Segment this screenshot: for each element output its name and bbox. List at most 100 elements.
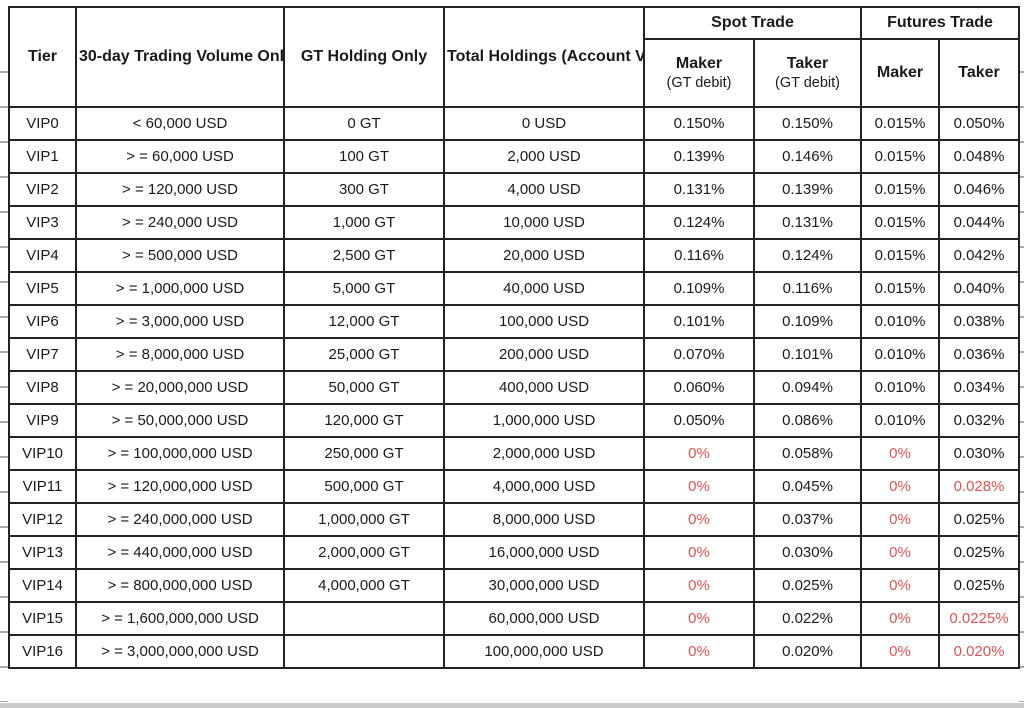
volume-cell: > = 440,000,000 USD bbox=[75, 535, 285, 570]
futures-taker-cell: 0.050% bbox=[938, 106, 1020, 141]
futures-maker-cell: 0% bbox=[860, 601, 940, 636]
spot-taker-cell: 0.020% bbox=[753, 634, 862, 669]
tier-cell: VIP4 bbox=[8, 238, 77, 273]
spot-taker-cell: 0.086% bbox=[753, 403, 862, 438]
spot-maker-sublabel: (GT debit) bbox=[666, 75, 732, 92]
futures-taker-cell: 0.040% bbox=[938, 271, 1020, 306]
spot-taker-sublabel: (GT debit) bbox=[774, 75, 840, 92]
futures-taker-cell: 0.025% bbox=[938, 535, 1020, 570]
total-holdings-cell: 20,000 USD bbox=[443, 238, 645, 273]
fee-table-body: VIP0 < 60,000 USD 0 GT 0 USD 0.150% 0.15… bbox=[8, 106, 1020, 669]
spot-maker-cell: 0% bbox=[643, 469, 755, 504]
group-header-spot-trade: Spot Trade bbox=[643, 6, 862, 40]
gt-holding-cell: 12,000 GT bbox=[283, 304, 445, 339]
gt-holding-cell: 300 GT bbox=[283, 172, 445, 207]
vip-fee-table: Tier 30-day Trading Volume Only GT Holdi… bbox=[8, 6, 1020, 669]
total-holdings-cell: 400,000 USD bbox=[443, 370, 645, 405]
spot-maker-cell: 0.131% bbox=[643, 172, 755, 207]
futures-maker-cell: 0.010% bbox=[860, 403, 940, 438]
tier-cell: VIP15 bbox=[8, 601, 77, 636]
gt-holding-cell: 25,000 GT bbox=[283, 337, 445, 372]
fee-tier-row: VIP2 > = 120,000 USD 300 GT 4,000 USD 0.… bbox=[8, 172, 1020, 207]
volume-cell: > = 3,000,000 USD bbox=[75, 304, 285, 339]
spot-taker-cell: 0.131% bbox=[753, 205, 862, 240]
col-header-spot-maker: Maker (GT debit) bbox=[643, 38, 755, 108]
col-header-futures-taker: Taker bbox=[938, 38, 1020, 108]
tier-cell: VIP13 bbox=[8, 535, 77, 570]
futures-taker-cell: 0.030% bbox=[938, 436, 1020, 471]
total-holdings-cell: 8,000,000 USD bbox=[443, 502, 645, 537]
spot-taker-cell: 0.116% bbox=[753, 271, 862, 306]
fee-tier-row: VIP11 > = 120,000,000 USD 500,000 GT 4,0… bbox=[8, 469, 1020, 504]
group-header-futures-trade: Futures Trade bbox=[860, 6, 1020, 40]
volume-cell: > = 50,000,000 USD bbox=[75, 403, 285, 438]
spot-taker-cell: 0.101% bbox=[753, 337, 862, 372]
fee-tier-row: VIP10 > = 100,000,000 USD 250,000 GT 2,0… bbox=[8, 436, 1020, 471]
fee-tier-row: VIP14 > = 800,000,000 USD 4,000,000 GT 3… bbox=[8, 568, 1020, 603]
spot-maker-cell: 0% bbox=[643, 568, 755, 603]
gt-holding-cell: 250,000 GT bbox=[283, 436, 445, 471]
spot-maker-cell: 0.101% bbox=[643, 304, 755, 339]
futures-taker-cell: 0.025% bbox=[938, 502, 1020, 537]
spot-taker-label: Taker bbox=[786, 54, 829, 72]
gt-holding-cell: 1,000 GT bbox=[283, 205, 445, 240]
tier-cell: VIP9 bbox=[8, 403, 77, 438]
gt-holding-cell: 1,000,000 GT bbox=[283, 502, 445, 537]
spot-taker-cell: 0.139% bbox=[753, 172, 862, 207]
spot-maker-cell: 0.139% bbox=[643, 139, 755, 174]
futures-maker-cell: 0.015% bbox=[860, 271, 940, 306]
volume-cell: > = 800,000,000 USD bbox=[75, 568, 285, 603]
header-group-row: Tier 30-day Trading Volume Only GT Holdi… bbox=[8, 6, 1020, 108]
volume-cell: > = 120,000 USD bbox=[75, 172, 285, 207]
total-holdings-cell: 16,000,000 USD bbox=[443, 535, 645, 570]
total-holdings-cell: 30,000,000 USD bbox=[443, 568, 645, 603]
spot-taker-cell: 0.037% bbox=[753, 502, 862, 537]
futures-maker-cell: 0.010% bbox=[860, 337, 940, 372]
fee-tier-row: VIP13 > = 440,000,000 USD 2,000,000 GT 1… bbox=[8, 535, 1020, 570]
tier-cell: VIP7 bbox=[8, 337, 77, 372]
futures-taker-cell: 0.034% bbox=[938, 370, 1020, 405]
total-holdings-cell: 1,000,000 USD bbox=[443, 403, 645, 438]
futures-maker-cell: 0% bbox=[860, 502, 940, 537]
tier-cell: VIP8 bbox=[8, 370, 77, 405]
futures-taker-cell: 0.046% bbox=[938, 172, 1020, 207]
tier-cell: VIP1 bbox=[8, 139, 77, 174]
gt-holding-cell bbox=[283, 634, 445, 669]
spot-maker-cell: 0.070% bbox=[643, 337, 755, 372]
volume-cell: > = 1,600,000,000 USD bbox=[75, 601, 285, 636]
total-holdings-cell: 40,000 USD bbox=[443, 271, 645, 306]
fee-tier-row: VIP0 < 60,000 USD 0 GT 0 USD 0.150% 0.15… bbox=[8, 106, 1020, 141]
col-header-volume: 30-day Trading Volume Only bbox=[75, 6, 285, 108]
col-header-total-holdings: Total Holdings (Account Value) Only bbox=[443, 6, 645, 108]
header-sub-row: Maker (GT debit) Taker (GT debit) Maker … bbox=[9, 38, 1020, 108]
spot-taker-cell: 0.025% bbox=[753, 568, 862, 603]
tier-cell: VIP16 bbox=[8, 634, 77, 669]
futures-maker-cell: 0.015% bbox=[860, 139, 940, 174]
tier-cell: VIP6 bbox=[8, 304, 77, 339]
spot-taker-cell: 0.030% bbox=[753, 535, 862, 570]
gt-holding-cell: 0 GT bbox=[283, 106, 445, 141]
spot-maker-label: Maker bbox=[675, 54, 723, 72]
gt-holding-cell bbox=[283, 601, 445, 636]
total-holdings-cell: 4,000 USD bbox=[443, 172, 645, 207]
gt-holding-cell: 2,000,000 GT bbox=[283, 535, 445, 570]
gridline-stub-left bbox=[0, 38, 8, 702]
futures-maker-cell: 0.015% bbox=[860, 238, 940, 273]
futures-maker-cell: 0.015% bbox=[860, 205, 940, 240]
spot-taker-cell: 0.045% bbox=[753, 469, 862, 504]
volume-cell: > = 8,000,000 USD bbox=[75, 337, 285, 372]
futures-taker-cell: 0.042% bbox=[938, 238, 1020, 273]
futures-maker-cell: 0% bbox=[860, 568, 940, 603]
spot-maker-cell: 0% bbox=[643, 634, 755, 669]
fee-tier-row: VIP3 > = 240,000 USD 1,000 GT 10,000 USD… bbox=[8, 205, 1020, 240]
total-holdings-cell: 10,000 USD bbox=[443, 205, 645, 240]
gridline-bottom-band bbox=[0, 703, 1024, 708]
fee-tier-row: VIP6 > = 3,000,000 USD 12,000 GT 100,000… bbox=[8, 304, 1020, 339]
tier-cell: VIP2 bbox=[8, 172, 77, 207]
tier-cell: VIP0 bbox=[8, 106, 77, 141]
spot-taker-cell: 0.058% bbox=[753, 436, 862, 471]
futures-maker-cell: 0% bbox=[860, 436, 940, 471]
futures-maker-cell: 0.010% bbox=[860, 370, 940, 405]
gt-holding-cell: 500,000 GT bbox=[283, 469, 445, 504]
